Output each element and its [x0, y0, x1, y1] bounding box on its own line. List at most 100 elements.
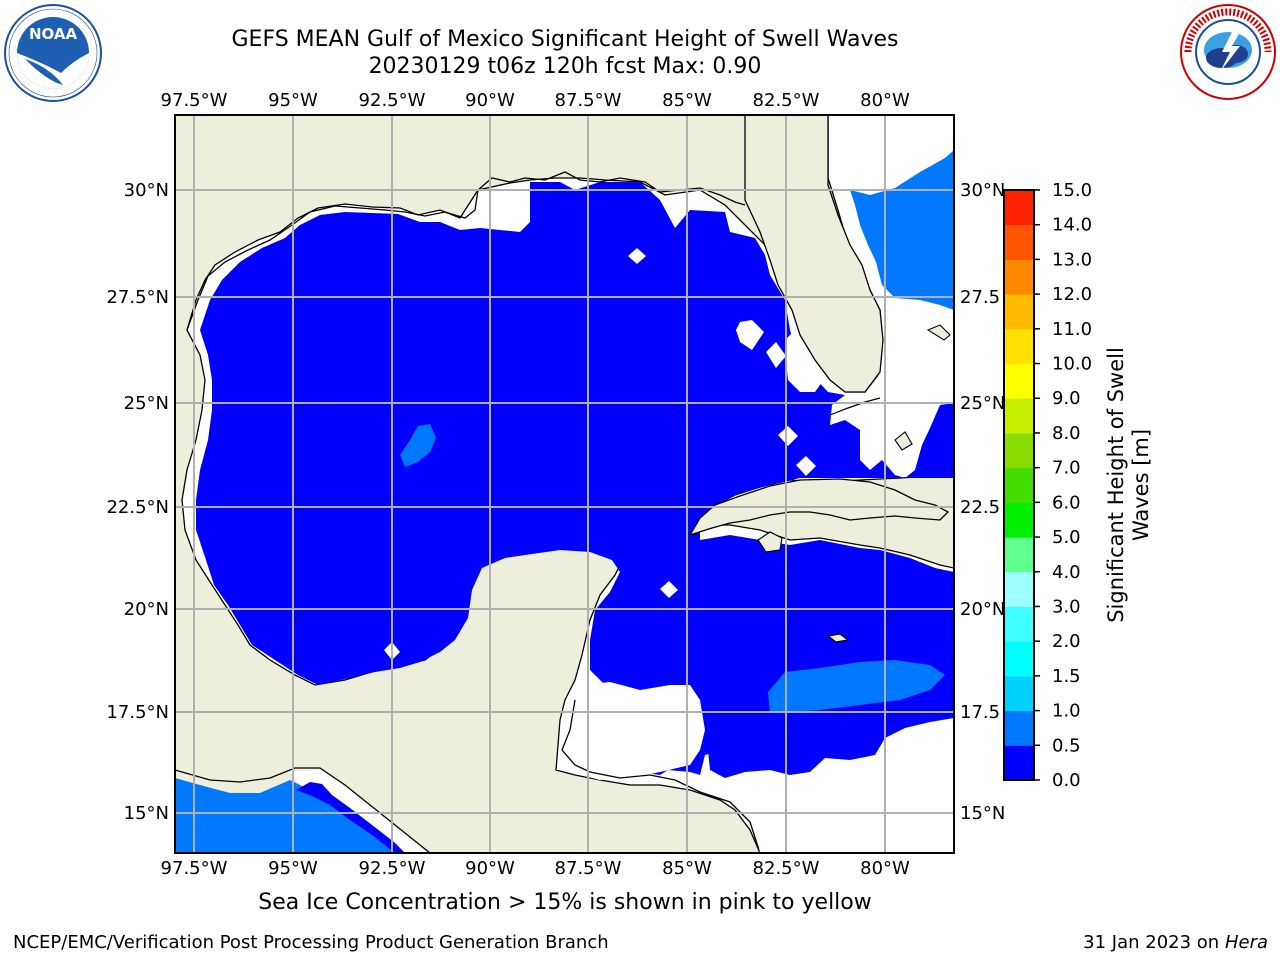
lat-label-right: 30°N	[960, 180, 1005, 201]
colorbar-swatch	[1004, 537, 1034, 573]
lat-label-left: 30°N	[124, 180, 169, 201]
colorbar-swatch	[1004, 190, 1034, 226]
jamaica-island	[826, 633, 850, 643]
colorbar-tick-label: 2.0	[1052, 631, 1081, 652]
lat-label-left: 15°N	[124, 803, 169, 824]
lat-label-right: 22.5	[960, 497, 1000, 518]
lon-label-top: 85°W	[662, 90, 712, 111]
colorbar-tick-label: 15.0	[1052, 180, 1092, 201]
lon-label-top: 95°W	[268, 90, 318, 111]
colorbar-swatch	[1004, 398, 1034, 434]
colorbar-tick-label: 7.0	[1052, 458, 1081, 479]
colorbar-tick-label: 9.0	[1052, 388, 1081, 409]
swell-0-0.5m-region	[196, 182, 954, 780]
footer-host: Hera	[1224, 932, 1268, 953]
colorbar-tick-label: 8.0	[1052, 423, 1081, 444]
colorbar-swatch	[1004, 328, 1034, 365]
data-gap	[660, 581, 678, 598]
lat-label-left: 25°N	[124, 393, 169, 414]
colorbar-swatch	[1004, 363, 1034, 399]
colorbar-tick-label: 4.0	[1052, 562, 1081, 583]
lat-label-right: 27.5	[960, 287, 1000, 308]
colorbar	[1003, 189, 1035, 781]
lat-label-right: 20°N	[960, 599, 1005, 620]
colorbar-swatch	[1004, 571, 1034, 607]
lon-label-bottom: 90°W	[465, 858, 515, 879]
colorbar-swatch	[1004, 641, 1034, 677]
data-gap	[785, 330, 825, 392]
lat-label-left: 20°N	[124, 599, 169, 620]
florida-peninsula	[744, 115, 884, 393]
lat-labels-left: 30°N 27.5°N 25°N 22.5°N 20°N 17.5°N 15°N	[106, 180, 169, 824]
colorbar-tick-label: 11.0	[1052, 319, 1092, 340]
colorbar-tick-label: 1.5	[1052, 666, 1081, 687]
swell-0.5-1m-region-gulf	[400, 424, 436, 467]
colorbar-tick-label: 10.0	[1052, 354, 1092, 375]
colorbar-swatch	[1004, 294, 1034, 330]
colorbar-label: Significant Height of Swell Waves [m]	[1104, 347, 1153, 623]
belize-coastline	[561, 699, 761, 853]
lon-label-top: 90°W	[465, 90, 515, 111]
florida-keys	[829, 397, 881, 416]
colorbar-swatch	[1004, 467, 1034, 503]
colorbar-swatch	[1004, 224, 1034, 260]
noaa-logo-icon: NOAA	[4, 4, 102, 102]
colorbar-swatch	[1004, 502, 1034, 538]
lat-labels-right: 30°N 27.5 25°N 22.5 20°N 17.5 15°N	[960, 180, 1005, 824]
plot-subtitle: 20230129 t06z 120h fcst Max: 0.90	[368, 54, 762, 79]
colorbar-tick-label: 14.0	[1052, 215, 1092, 236]
colorbar-swatch	[1004, 675, 1034, 712]
colorbar-swatch	[1004, 745, 1034, 781]
colorbar-label-line1: Significant Height of Swell	[1104, 347, 1128, 623]
colorbar-swatch	[1004, 710, 1034, 746]
colorbar-tick-label: 0.5	[1052, 735, 1081, 756]
pacific-dark-band	[296, 782, 405, 853]
lat-label-right: 25°N	[960, 393, 1005, 414]
data-gap	[628, 248, 646, 264]
pacific-water	[175, 778, 405, 853]
lon-label-bottom: 85°W	[662, 858, 712, 879]
lon-label-top: 87.5°W	[555, 90, 622, 111]
colorbar-tick-label: 3.0	[1052, 596, 1081, 617]
map-gridlines	[175, 115, 954, 853]
footer-date: 31 Jan 2023 on Hera	[1083, 932, 1268, 953]
colorbar-label-line2: Waves [m]	[1129, 429, 1153, 541]
lon-label-top: 82.5°W	[753, 90, 820, 111]
colorbar-swatch	[1004, 259, 1034, 295]
lon-label-top: 97.5°W	[161, 90, 228, 111]
lon-label-bottom: 82.5°W	[753, 858, 820, 879]
lon-label-bottom: 92.5°W	[359, 858, 426, 879]
colorbar-tick-label: 12.0	[1052, 284, 1092, 305]
data-gap	[766, 342, 786, 368]
plot-title: GEFS MEAN Gulf of Mexico Significant Hei…	[231, 27, 899, 52]
caribbean-east-blue	[705, 708, 954, 778]
lat-label-left: 17.5°N	[106, 702, 169, 723]
lon-labels-top: 97.5°W 95°W 92.5°W 90°W 87.5°W 85°W 82.5…	[161, 90, 910, 111]
colorbar-ticks: 0.0 0.5 1.0 1.5 2.0 3.0 4.0 5.0 6.0 7.0 8.0 9.0 10.0…	[1034, 180, 1092, 791]
lon-label-top: 80°W	[860, 90, 910, 111]
lon-label-bottom: 87.5°W	[555, 858, 622, 879]
lon-label-bottom: 80°W	[860, 858, 910, 879]
colorbar-tick-label: 5.0	[1052, 527, 1081, 548]
colorbar-swatch	[1004, 432, 1034, 469]
bahamas-island	[894, 431, 913, 451]
colorbar-tick-label: 13.0	[1052, 249, 1092, 270]
lat-label-left: 22.5°N	[106, 497, 169, 518]
lat-label-left: 27.5°N	[106, 287, 169, 308]
svg-text:NOAA: NOAA	[29, 25, 78, 43]
pacific-coastline	[175, 767, 431, 853]
isle-of-youth	[757, 531, 783, 553]
data-gap	[796, 456, 816, 476]
sea-ice-caption: Sea Ice Concentration > 15% is shown in …	[258, 890, 872, 915]
lat-label-right: 15°N	[960, 803, 1005, 824]
bahamas-island	[926, 324, 951, 341]
footer-date-text: 31 Jan 2023 on	[1083, 932, 1225, 953]
nws-logo-icon	[1180, 4, 1276, 100]
lon-label-bottom: 97.5°W	[161, 858, 228, 879]
lon-label-bottom: 95°W	[268, 858, 318, 879]
honduras-coast-white	[572, 682, 705, 780]
lon-labels-bottom: 97.5°W 95°W 92.5°W 90°W 87.5°W 85°W 82.5…	[161, 858, 910, 879]
colorbar-tick-label: 1.0	[1052, 701, 1081, 722]
colorbar-frame	[1003, 189, 1035, 781]
